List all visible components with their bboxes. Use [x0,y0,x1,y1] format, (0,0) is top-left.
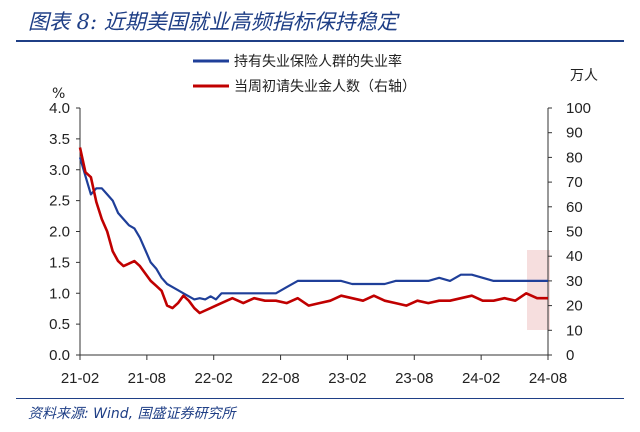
left-tick-label: 0.5 [49,316,70,333]
x-tick-label: 23-08 [395,370,433,387]
right-tick-label: 10 [566,322,583,339]
highlight-region [527,250,550,330]
source-note: 资料来源: Wind, 国盛证券研究所 [28,406,236,422]
left-tick-label: 4.0 [49,100,70,117]
right-tick-label: 20 [566,298,583,315]
x-tick-label: 23-02 [328,370,366,387]
left-tick-label: 2.0 [49,224,70,241]
axes: 0.0 0.5 1.0 1.5 2.0 2.5 3.0 3.5 4.0% 0 10 20 30 40 50 6… [49,68,598,387]
right-tick-label: 70 [566,174,583,191]
left-tick-label: 3.5 [49,131,70,148]
right-tick-label: 50 [566,224,583,241]
right-tick-label: 30 [566,273,583,290]
x-tick-label: 24-02 [462,370,500,387]
left-tick-label: 2.5 [49,193,70,210]
x-tick-label: 24-08 [529,370,567,387]
x-tick-label: 21-02 [61,370,99,387]
title-bar: 图表 8: 近期美国就业高频指标保持稳定 [0,0,640,40]
x-tick-label: 22-02 [195,370,233,387]
left-tick-label: 0.0 [49,347,70,364]
figure-title: 图表 8: 近期美国就业高频指标保持稳定 [28,10,398,34]
footer-rule [16,398,624,399]
right-tick-label: 90 [566,125,583,142]
right-tick-label: 60 [566,199,583,216]
series-line-initial-claims [78,147,548,315]
left-tick-label: 1.5 [49,254,70,271]
legend-label: 持有失业保险人群的失业率 [234,53,402,70]
right-tick-label: 40 [566,248,583,265]
x-tick-label: 22-08 [261,370,299,387]
right-axis-unit: 万人 [570,68,598,84]
left-tick-label: 3.0 [49,162,70,179]
right-tick-label: 100 [566,100,591,117]
series-line-unemployment-rate [78,157,548,301]
x-tick-label: 21-08 [128,370,166,387]
legend-label: 当周初请失业金人数（右轴） [234,78,416,95]
title-rule [16,40,624,42]
series-group [78,147,548,315]
left-tick-label: 1.0 [49,285,70,302]
right-tick-label: 0 [566,347,574,364]
right-tick-label: 80 [566,149,583,166]
left-axis-unit: % [52,86,65,102]
